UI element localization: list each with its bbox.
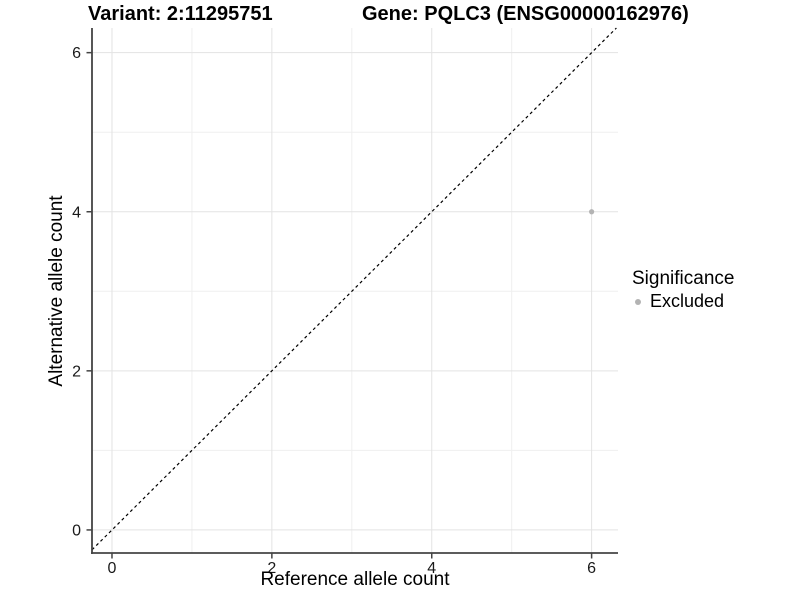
y-tick-label: 6 (72, 45, 81, 62)
y-axis-title: Alternative allele count (46, 195, 67, 387)
x-axis-title: Reference allele count (260, 569, 450, 590)
data-point (589, 209, 595, 215)
x-tick-label: 4 (427, 560, 436, 577)
identity-reference-line (91, 27, 617, 551)
legend-item-label: Excluded (650, 291, 725, 311)
x-tick-label: 2 (267, 560, 276, 577)
variant-title: Variant: 2:11295751 (88, 3, 273, 25)
legend-point-swatch-icon (635, 298, 641, 305)
y-tick-label: 4 (72, 204, 81, 221)
x-tick-label: 0 (108, 560, 117, 577)
legend-title: Significance (632, 268, 735, 289)
gene-title: Gene: PQLC3 (ENSG00000162976) (362, 3, 689, 25)
legend-item-excluded: Excluded (630, 291, 734, 312)
legend: Significance Excluded (630, 267, 734, 312)
x-tick-label: 6 (587, 560, 596, 577)
y-tick-label: 2 (72, 363, 81, 380)
y-tick-label: 0 (72, 522, 81, 539)
